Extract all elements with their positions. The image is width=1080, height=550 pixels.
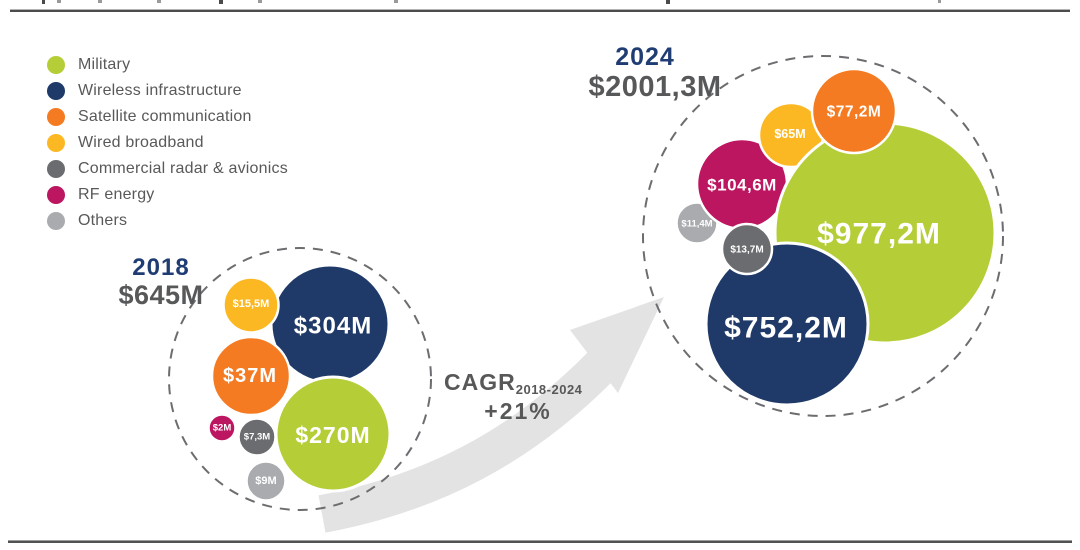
- cagr-annotation: CAGR2018-2024 +21%: [444, 369, 592, 425]
- legend-label: Wired broadband: [78, 134, 204, 151]
- cagr-label: CAGR: [444, 369, 516, 395]
- bubble-2024-satellite-communication: [810, 67, 898, 155]
- bubble-label-2024-wireless-infrastructure: $752,2M: [724, 312, 848, 345]
- legend-label: Satellite communication: [78, 108, 252, 125]
- legend-label: Others: [78, 212, 128, 229]
- legend-item-wireless-infrastructure: Wireless infrastructure: [47, 78, 288, 104]
- bubble-2018-others: [245, 460, 287, 502]
- clipped-text-remnant: [42, 0, 45, 4]
- cagr-line: CAGR2018-2024: [444, 369, 592, 397]
- bubble-label-2024-wired-broadband: $65M: [774, 127, 805, 141]
- legend-dot-rf-energy: [47, 186, 65, 204]
- legend-dot-military: [47, 56, 65, 74]
- legend-label: Commercial radar & avionics: [78, 160, 288, 177]
- year-label-2018: 2018: [132, 254, 190, 281]
- bubble-label-2024-satellite-communication: $77,2M: [827, 104, 882, 121]
- legend-label: Military: [78, 56, 131, 73]
- bubble-label-2024-rf-energy: $104,6M: [707, 176, 777, 195]
- bubble-label-2018-commercial-radar-avionics: $7,3M: [244, 432, 270, 443]
- bubble-labels: $304M $15,5M $37M $2M $7,3M $9M $270M $1…: [213, 104, 941, 488]
- legend-item-commercial-radar-avionics: Commercial radar & avionics: [47, 156, 288, 182]
- cluster-outline-2024: [642, 55, 1004, 417]
- bubble-2018-satellite-communication: [210, 335, 292, 417]
- legend-dot-others: [47, 212, 65, 230]
- year-label-2024: 2024: [615, 43, 675, 71]
- legend: Military Wireless infrastructure Satelli…: [47, 52, 288, 234]
- bubble-label-2018-wireless-infrastructure: $304M: [294, 313, 372, 340]
- top-divider: [10, 9, 1070, 12]
- legend-dot-satellite-communication: [47, 108, 65, 126]
- clipped-text-remnant: [666, 0, 670, 4]
- clipped-text-remnant: [938, 0, 941, 3]
- total-label-2018: $645M: [118, 280, 204, 310]
- legend-dot-wired-broadband: [47, 134, 65, 152]
- clipped-text-remnant: [57, 0, 61, 3]
- clipped-text-remnant: [157, 0, 161, 3]
- legend-item-wired-broadband: Wired broadband: [47, 130, 288, 156]
- bubble-label-2024-military: $977,2M: [817, 218, 941, 251]
- bubble-label-2018-satellite-communication: $37M: [223, 365, 277, 387]
- bubble-label-2024-others: $11,4M: [681, 219, 712, 230]
- bubble-2018-military: [274, 375, 392, 493]
- cluster-2024: [675, 67, 997, 407]
- legend-dot-commercial-radar-avionics: [47, 160, 65, 178]
- total-label-2024: $2001,3M: [588, 71, 722, 103]
- bubble-2024-wireless-infrastructure: [704, 241, 870, 407]
- bottom-divider: [8, 540, 1072, 543]
- bubble-2024-commercial-radar-avionics: [720, 222, 774, 276]
- clipped-text-remnant: [394, 0, 398, 3]
- legend-item-rf-energy: RF energy: [47, 182, 288, 208]
- bubble-2018-rf-energy: [207, 413, 237, 443]
- legend-item-satellite-communication: Satellite communication: [47, 104, 288, 130]
- clipped-text-remnant: [258, 0, 262, 3]
- legend-dot-wireless-infrastructure: [47, 82, 65, 100]
- legend-label: RF energy: [78, 186, 155, 203]
- bubble-label-2018-wired-broadband: $15,5M: [233, 298, 270, 310]
- bubble-label-2018-rf-energy: $2M: [213, 423, 232, 434]
- clipped-text-remnant: [219, 0, 223, 4]
- cluster-outline-2018: [168, 247, 432, 511]
- legend-item-military: Military: [47, 52, 288, 78]
- cluster-2018: [207, 263, 392, 502]
- bubble-label-2024-commercial-radar-avionics: $13,7M: [730, 245, 763, 256]
- growth-arrow: [318, 297, 664, 533]
- cagr-period: 2018-2024: [515, 382, 583, 397]
- bubble-2018-wired-broadband: [222, 276, 280, 334]
- bubble-label-2018-others: $9M: [255, 475, 276, 487]
- bubble-label-2018-military: $270M: [295, 422, 370, 448]
- cagr-value: +21%: [484, 398, 552, 424]
- legend-label: Wireless infrastructure: [78, 82, 242, 99]
- legend-item-others: Others: [47, 208, 288, 234]
- clipped-text-remnant: [98, 0, 102, 3]
